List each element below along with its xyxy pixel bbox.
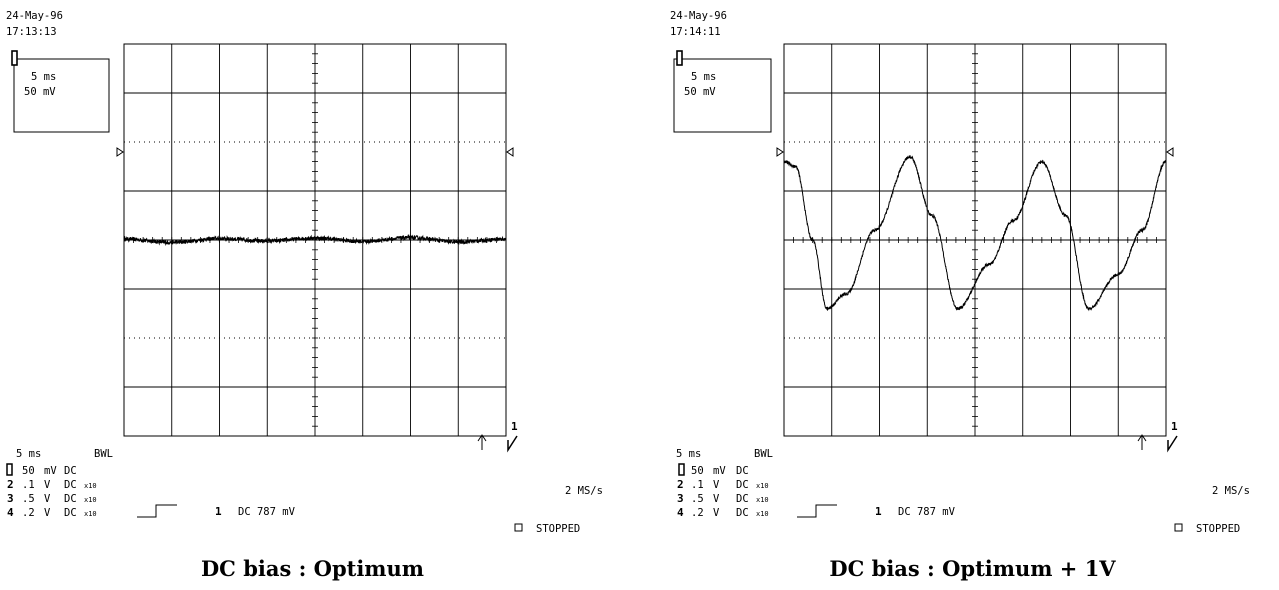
channel-row-1: 50 mV DC: [678, 463, 749, 477]
left-level-marker-icon: [116, 147, 124, 157]
settings-box: [13, 58, 110, 133]
scope-display: 24-May-96 17:14:11 5 ms 50 mV 1 5 ms BWL…: [670, 10, 1250, 535]
right-level-marker-icon: [506, 147, 514, 157]
edge-corner-icon: [1167, 435, 1178, 453]
trigger-position-arrow-icon: [477, 434, 487, 450]
channel-coupling: DC: [736, 507, 749, 519]
channel-row-3: 3 .5 V DC x10: [7, 492, 97, 505]
channel-value: .2: [22, 507, 35, 519]
channel-probe: x10: [756, 496, 769, 504]
edge-channel-marker: 1: [511, 420, 518, 433]
channel-value: .5: [22, 493, 35, 505]
channel-number: 2: [7, 478, 14, 491]
channel-number: 2: [677, 478, 684, 491]
status-checkbox-icon: [1174, 523, 1183, 532]
channel-unit: mV: [44, 465, 57, 477]
channel-coupling: DC: [64, 465, 77, 477]
channel-row-3: 3 .5 V DC x10: [677, 492, 769, 505]
sample-rate: 2 MS/s: [565, 485, 603, 497]
settings-box: [673, 58, 772, 133]
panel-caption: DC bias : Optimum: [200, 556, 425, 581]
channel-unit: V: [44, 493, 51, 505]
channel-probe: x10: [84, 510, 97, 518]
channel-probe: x10: [84, 482, 97, 490]
channel-unit: mV: [713, 465, 726, 477]
trigger-edge-icon: [797, 504, 837, 518]
box-volts: 50 mV: [24, 86, 56, 98]
left-level-marker-icon: [776, 147, 784, 157]
sample-rate: 2 MS/s: [1212, 485, 1250, 497]
bwl-label: BWL: [754, 448, 773, 460]
channel-probe: x10: [756, 510, 769, 518]
waveform-trace: [123, 234, 507, 247]
channel-coupling: DC: [64, 479, 77, 491]
channel-unit: V: [713, 493, 720, 505]
channel-value: 50: [691, 465, 704, 477]
timebase-label: 5 ms: [676, 448, 701, 460]
time-label: 17:13:13: [6, 26, 57, 38]
channel-1-marker-icon: [676, 50, 683, 66]
box-volts: 50 mV: [684, 86, 716, 98]
box-timebase: 5 ms: [691, 71, 716, 83]
edge-corner-icon: [507, 435, 518, 453]
trigger-level: DC 787 mV: [898, 506, 956, 518]
channel-coupling: DC: [736, 465, 749, 477]
scope-display: 24-May-96 17:13:13 5 ms 50 mV 1 5 ms BWL…: [6, 10, 603, 535]
status-label: STOPPED: [536, 523, 580, 535]
channel-number: 4: [677, 506, 684, 519]
channel-row-4: 4 .2 V DC x10: [677, 506, 769, 519]
trigger-position-arrow-icon: [1137, 434, 1147, 450]
channel-number: 3: [677, 492, 684, 505]
box-timebase: 5 ms: [31, 71, 56, 83]
timebase-label: 5 ms: [16, 448, 41, 460]
channel-probe: x10: [84, 496, 97, 504]
trigger-channel: 1: [215, 505, 222, 518]
channel-1-icon: [678, 463, 685, 476]
channel-value: 50: [22, 465, 35, 477]
trigger-channel: 1: [875, 505, 882, 518]
date-label: 24-May-96: [670, 10, 727, 22]
channel-value: .1: [691, 479, 704, 491]
channel-unit: V: [44, 507, 51, 519]
channel-number: 3: [7, 492, 14, 505]
channel-value: .1: [22, 479, 35, 491]
channel-1-icon: [6, 463, 13, 476]
edge-channel-marker: 1: [1171, 420, 1178, 433]
trigger-level: DC 787 mV: [238, 506, 296, 518]
date-label: 24-May-96: [6, 10, 63, 22]
channel-coupling: DC: [736, 479, 749, 491]
channel-coupling: DC: [64, 493, 77, 505]
channel-probe: x10: [756, 482, 769, 490]
channel-row-4: 4 .2 V DC x10: [7, 506, 97, 519]
graticule: [783, 43, 1167, 437]
channel-value: .2: [691, 507, 704, 519]
channel-coupling: DC: [64, 507, 77, 519]
scope-panel-left: 24-May-96 17:13:13 5 ms 50 mV 1 5 ms BWL…: [0, 0, 625, 590]
channel-coupling: DC: [736, 493, 749, 505]
channel-number: 4: [7, 506, 14, 519]
trigger-edge-icon: [137, 504, 177, 518]
channel-row-2: 2 .1 V DC x10: [7, 478, 97, 491]
status-checkbox-icon: [514, 523, 523, 532]
channel-unit: V: [713, 507, 720, 519]
channel-row-2: 2 .1 V DC x10: [677, 478, 769, 491]
graticule: [123, 43, 507, 437]
status-label: STOPPED: [1196, 523, 1240, 535]
channel-row-1: 50 mV DC: [6, 463, 77, 477]
channel-value: .5: [691, 493, 704, 505]
scope-panel-right: 24-May-96 17:14:11 5 ms 50 mV 1 5 ms BWL…: [660, 0, 1279, 590]
bwl-label: BWL: [94, 448, 113, 460]
time-label: 17:14:11: [670, 26, 721, 38]
channel-unit: V: [713, 479, 720, 491]
channel-1-marker-icon: [11, 50, 18, 66]
panel-caption: DC bias : Optimum + 1V: [829, 556, 1116, 581]
channel-unit: V: [44, 479, 51, 491]
waveform-trace: [783, 155, 1167, 312]
right-level-marker-icon: [1166, 147, 1174, 157]
